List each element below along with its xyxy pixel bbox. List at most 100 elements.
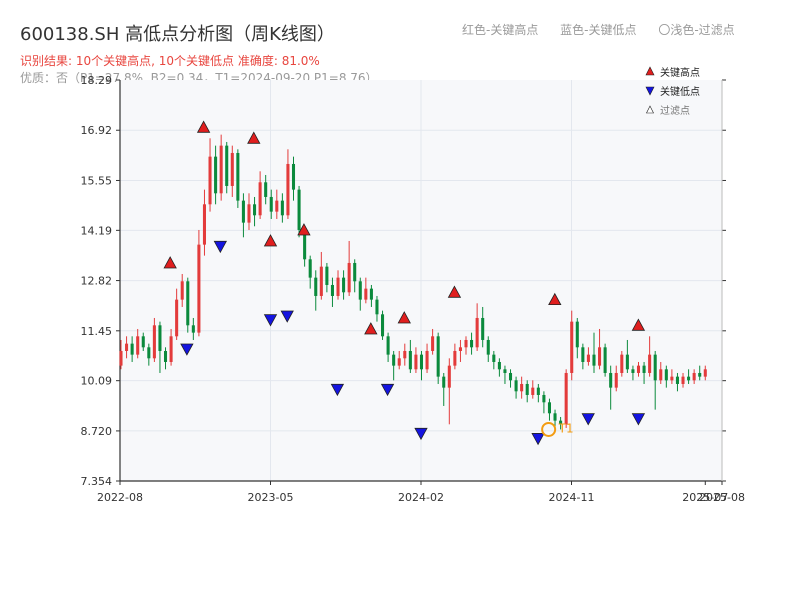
candle-body <box>364 288 368 300</box>
t1-label: T1 <box>558 421 574 435</box>
key-low-marker <box>180 343 194 356</box>
candle-body <box>481 317 485 340</box>
x-tick-label: 2025-08 <box>699 491 745 504</box>
candle-body <box>392 354 396 366</box>
candle-body <box>542 394 546 403</box>
candle-body <box>347 262 351 293</box>
candle-body <box>308 259 312 278</box>
candle-body <box>698 372 702 377</box>
legend-high-icon <box>645 66 655 76</box>
key-high-marker <box>447 285 462 298</box>
candle-body <box>564 372 568 425</box>
candle-body <box>369 288 373 300</box>
candle-body <box>436 336 440 377</box>
key-high-marker <box>397 311 411 324</box>
y-tick-label: 12.82 <box>81 275 113 288</box>
candle-body <box>130 343 134 355</box>
y-tick-label: 16.92 <box>81 124 113 137</box>
candle-body <box>191 325 195 333</box>
t1-ring <box>541 421 557 437</box>
legend-blue-text: 蓝色-关键低点 <box>560 23 637 37</box>
candle-body <box>442 376 446 388</box>
key-low-marker <box>581 413 595 426</box>
candle-body <box>664 369 668 381</box>
candle-body <box>247 204 251 223</box>
candle-body <box>230 152 234 186</box>
candle-body <box>236 152 240 201</box>
candle-body <box>342 277 346 293</box>
candle-body <box>175 299 179 337</box>
result-summary: 识别结果: 10个关键高点, 10个关键低点 准确度: 81.0% <box>20 54 320 68</box>
candle-body <box>536 387 540 395</box>
key-high-marker <box>364 322 378 335</box>
candle-body <box>158 325 162 351</box>
candle-body <box>603 347 607 373</box>
candle-body <box>642 365 646 373</box>
candle-body <box>325 266 329 285</box>
candle-body <box>225 145 229 186</box>
candle-body <box>609 372 613 388</box>
candle-body <box>614 372 618 388</box>
candle-body <box>559 420 563 425</box>
candle-body <box>381 314 385 337</box>
key-low-marker <box>280 310 294 323</box>
key-low-marker <box>380 383 395 397</box>
candle-body <box>219 145 223 194</box>
legend-red-text: 红色-关键高点 <box>462 23 539 37</box>
candle-body <box>152 325 156 359</box>
candle-body <box>314 277 318 296</box>
legend-light-text: 〇浅色-过滤点 <box>658 23 735 37</box>
candle-body <box>553 413 557 421</box>
candle-body <box>692 372 696 381</box>
candle-body <box>447 365 451 388</box>
candle-body <box>358 281 362 300</box>
candle-body <box>486 339 490 355</box>
key-high-marker <box>263 234 278 247</box>
candle-body <box>464 339 468 348</box>
candle-body <box>598 347 602 366</box>
key-low-marker <box>631 413 646 426</box>
chart-title: 600138.SH 高低点分析图（周K线图） <box>20 24 335 45</box>
candle-body <box>163 350 168 362</box>
candle-body <box>575 321 579 348</box>
candle-body <box>180 281 184 300</box>
candle-body <box>648 354 652 373</box>
key-high-marker <box>297 223 311 236</box>
candle-body <box>503 369 507 373</box>
y-tick-label: 8.720 <box>81 425 113 438</box>
candle-body <box>386 336 390 355</box>
candle-body <box>241 200 245 223</box>
candle-body <box>470 339 474 348</box>
key-high-marker <box>196 120 211 133</box>
candle-body <box>286 163 290 216</box>
x-tick-label: 2024-11 <box>549 491 595 504</box>
candle-body <box>397 358 401 366</box>
y-tick-label: 10.09 <box>81 375 113 388</box>
candle-body <box>264 182 268 197</box>
candle-body <box>214 156 218 194</box>
candle-body <box>119 350 123 366</box>
x-tick-label: 2022-08 <box>97 491 143 504</box>
key-low-marker <box>213 240 228 254</box>
candle-body <box>291 163 296 190</box>
x-tick-label: 2025-07 <box>682 491 728 504</box>
candle-body <box>253 204 257 216</box>
candle-body <box>458 347 462 351</box>
candle-body <box>202 204 206 245</box>
candle-body <box>570 321 574 373</box>
candle-body <box>703 369 707 377</box>
key-high-marker <box>163 256 177 269</box>
candle-body <box>636 365 641 373</box>
key-low-marker <box>531 433 545 446</box>
candle-body <box>147 347 151 359</box>
candle-body <box>492 354 496 362</box>
candle-body <box>520 383 524 392</box>
key-high-marker <box>631 318 646 331</box>
candle-body <box>419 354 424 370</box>
candle-body <box>275 200 279 212</box>
candle-body <box>169 336 173 362</box>
key-low-marker <box>330 383 345 397</box>
candle-body <box>631 369 635 373</box>
key-high-marker <box>548 292 562 306</box>
legend-filtered-icon <box>646 105 654 114</box>
